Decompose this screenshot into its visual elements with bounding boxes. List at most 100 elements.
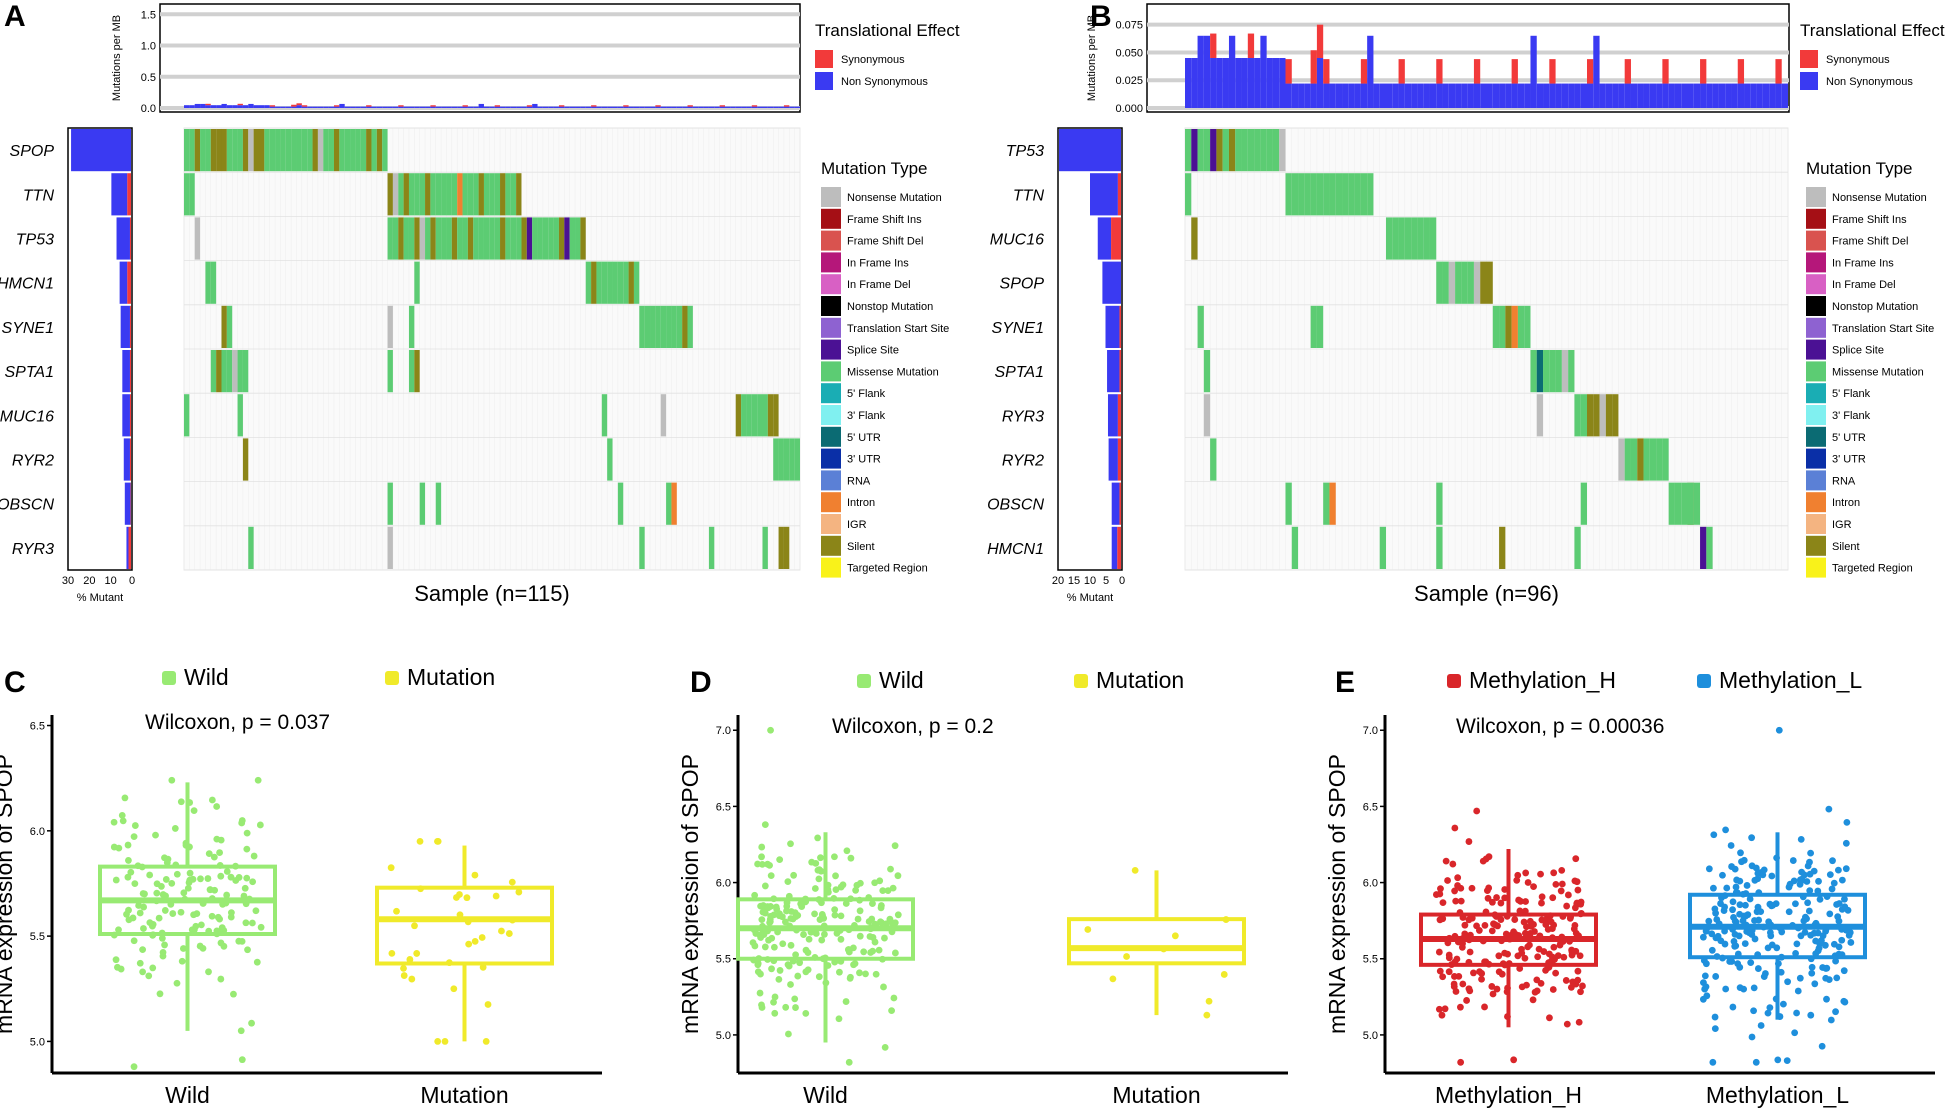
data-point bbox=[1726, 958, 1734, 965]
legend-label: Wild bbox=[879, 667, 924, 693]
data-point bbox=[484, 1001, 492, 1008]
data-point bbox=[818, 911, 826, 918]
data-point bbox=[478, 934, 486, 941]
tmb-bar-nonsyn bbox=[1241, 58, 1248, 108]
data-point bbox=[1823, 995, 1830, 1003]
mutation-cell bbox=[1555, 350, 1562, 393]
data-point bbox=[1568, 948, 1576, 956]
legend-swatch bbox=[821, 426, 841, 447]
legend-swatch bbox=[1806, 426, 1826, 447]
percent-bar-nonsyn bbox=[1111, 482, 1120, 525]
tmb-bar-nonsyn bbox=[682, 106, 688, 108]
tmb-bar-nonsyn bbox=[1411, 83, 1418, 108]
data-point bbox=[1826, 910, 1834, 918]
data-point bbox=[125, 916, 133, 924]
tmb-bar-nonsyn bbox=[1373, 83, 1380, 108]
data-point bbox=[1814, 929, 1822, 937]
data-point bbox=[153, 880, 161, 888]
tmb-bar-nonsyn bbox=[403, 106, 409, 108]
data-point bbox=[1711, 1025, 1719, 1033]
mutation-cell bbox=[1360, 173, 1368, 216]
legend-label: RNA bbox=[847, 475, 871, 487]
legend-label: Non Synonymous bbox=[841, 76, 928, 88]
tmb-bar-nonsyn bbox=[1323, 83, 1330, 108]
gene-label: TP53 bbox=[16, 232, 54, 249]
data-point bbox=[217, 872, 225, 880]
legend-swatch bbox=[821, 230, 841, 251]
data-point bbox=[208, 912, 216, 920]
legend-swatch bbox=[1806, 296, 1826, 316]
data-point bbox=[787, 941, 795, 949]
tmb-bar-nonsyn bbox=[1235, 58, 1242, 108]
mutation-cell bbox=[510, 173, 517, 216]
mutation-cell bbox=[328, 129, 334, 172]
tmb-bar-nonsyn bbox=[1574, 83, 1581, 108]
tmb-bar-nonsyn bbox=[671, 106, 677, 108]
data-point bbox=[824, 888, 832, 896]
percent-bar-syn bbox=[1119, 305, 1121, 348]
mutation-cell bbox=[478, 173, 484, 216]
tmb-bar-nonsyn bbox=[783, 106, 790, 108]
data-point bbox=[136, 959, 144, 967]
mutation-cell bbox=[1630, 438, 1638, 481]
data-point bbox=[853, 881, 861, 889]
data-point bbox=[761, 909, 769, 917]
mutation-cell bbox=[355, 129, 361, 172]
tmb-bar-nonsyn bbox=[1272, 58, 1280, 108]
percent-bar-nonsyn bbox=[1107, 350, 1120, 393]
mutation-cell bbox=[1467, 261, 1474, 304]
tmb-bar-nonsyn bbox=[1473, 83, 1481, 108]
gene-label: RYR3 bbox=[12, 541, 54, 558]
data-point bbox=[1776, 1013, 1784, 1020]
data-point bbox=[1829, 857, 1836, 865]
percent-bar-syn bbox=[1117, 173, 1121, 216]
data-point bbox=[131, 880, 139, 888]
data-point bbox=[1709, 1058, 1717, 1066]
legend-label: Splice Site bbox=[847, 345, 899, 357]
tmb-bar-syn bbox=[1398, 59, 1405, 84]
legend-label: 3' UTR bbox=[1832, 454, 1866, 466]
tmb-bar-nonsyn bbox=[708, 106, 715, 108]
percent-tick-label: 10 bbox=[105, 575, 117, 587]
percent-bar-syn bbox=[1117, 438, 1121, 481]
data-point bbox=[1838, 936, 1846, 944]
tmb-bar-nonsyn bbox=[725, 106, 731, 108]
data-point bbox=[1796, 974, 1804, 982]
mutation-cell bbox=[783, 438, 790, 481]
data-point bbox=[1554, 952, 1562, 960]
tmb-bar-nonsyn bbox=[617, 106, 624, 108]
tmb-bar-nonsyn bbox=[1354, 83, 1361, 108]
data-point bbox=[1563, 1020, 1571, 1028]
tmb-bar-syn bbox=[205, 103, 211, 106]
data-point bbox=[894, 911, 902, 919]
data-point bbox=[1833, 901, 1840, 908]
mutation-cell bbox=[489, 173, 495, 216]
data-point bbox=[770, 943, 778, 951]
data-point bbox=[162, 876, 170, 883]
data-point bbox=[1830, 879, 1838, 887]
tmb-bar-nonsyn bbox=[505, 106, 511, 108]
data-point bbox=[1847, 939, 1855, 946]
data-point bbox=[824, 962, 832, 969]
data-point bbox=[860, 948, 868, 956]
data-point bbox=[888, 1007, 895, 1015]
data-point bbox=[124, 841, 132, 849]
data-point bbox=[479, 963, 487, 971]
legend-swatch bbox=[821, 405, 841, 425]
mutation-cell bbox=[1549, 350, 1556, 393]
legend-label: Silent bbox=[847, 541, 875, 553]
mutation-cell bbox=[569, 217, 576, 260]
tmb-tick-label: 0.025 bbox=[1115, 75, 1143, 87]
mutation-cell bbox=[1404, 217, 1412, 260]
tmb-bar-syn bbox=[366, 105, 372, 107]
legend-swatch bbox=[1806, 187, 1826, 207]
legend-label: Silent bbox=[1832, 541, 1860, 553]
data-point bbox=[1792, 950, 1799, 957]
data-point bbox=[169, 910, 177, 917]
legend-swatch bbox=[1806, 317, 1826, 338]
tmb-bar-nonsyn bbox=[735, 106, 742, 108]
mutation-cell bbox=[767, 394, 774, 437]
data-point bbox=[1808, 969, 1816, 977]
data-point bbox=[781, 918, 789, 926]
tmb-bar-syn bbox=[1323, 59, 1330, 84]
